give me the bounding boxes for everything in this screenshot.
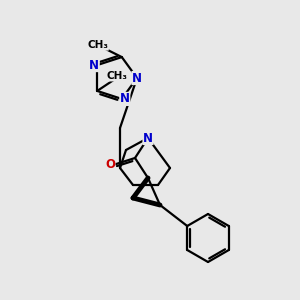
Text: CH₃: CH₃ xyxy=(107,71,128,81)
Text: N: N xyxy=(132,71,142,85)
Text: N: N xyxy=(89,58,99,72)
Text: N: N xyxy=(120,92,130,105)
Text: N: N xyxy=(143,131,153,145)
Text: O: O xyxy=(105,158,115,172)
Text: CH₃: CH₃ xyxy=(87,40,108,50)
